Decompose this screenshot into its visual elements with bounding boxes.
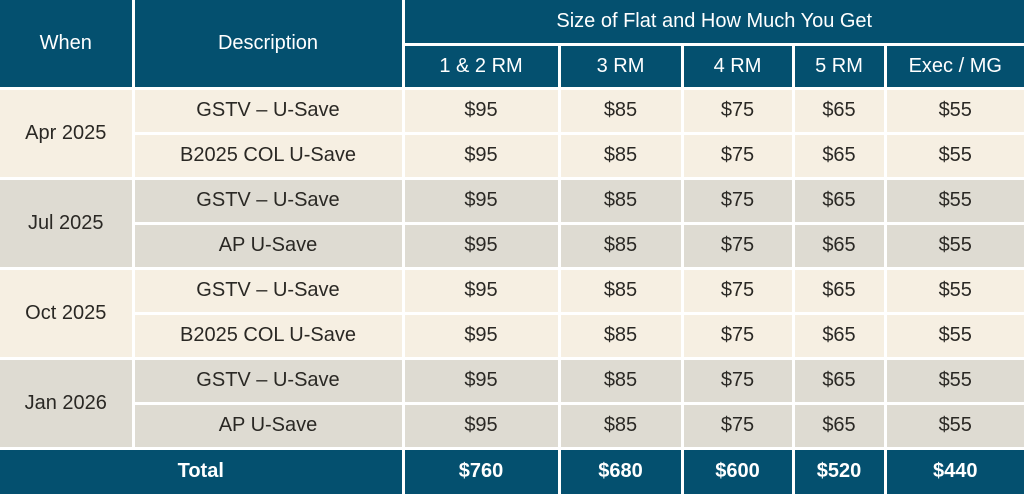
value-cell: $75 <box>680 356 795 405</box>
description-cell: B2025 COL U-Save <box>131 131 405 180</box>
value-cell: $85 <box>557 131 684 180</box>
value-cell: $75 <box>680 86 795 135</box>
value-cell: $65 <box>791 131 887 180</box>
col-header-1-2-rm: 1 & 2 RM <box>401 42 561 90</box>
description-cell: AP U-Save <box>131 221 405 270</box>
total-label: Total <box>0 446 405 494</box>
total-value-cell: $440 <box>883 446 1024 494</box>
value-cell: $85 <box>557 266 684 315</box>
value-cell: $95 <box>401 311 561 360</box>
value-cell: $55 <box>883 176 1024 225</box>
value-cell: $95 <box>401 131 561 180</box>
value-cell: $55 <box>883 356 1024 405</box>
description-cell: B2025 COL U-Save <box>131 311 405 360</box>
description-cell: GSTV – U-Save <box>131 356 405 405</box>
when-cell-apr-2025: Apr 2025 <box>0 86 135 180</box>
col-header-4-rm: 4 RM <box>680 42 795 90</box>
col-header-exec-mg: Exec / MG <box>883 42 1024 90</box>
value-cell: $85 <box>557 86 684 135</box>
value-cell: $65 <box>791 176 887 225</box>
value-cell: $85 <box>557 176 684 225</box>
when-cell-oct-2025: Oct 2025 <box>0 266 135 360</box>
total-value-cell: $520 <box>791 446 887 494</box>
value-cell: $65 <box>791 311 887 360</box>
value-cell: $65 <box>791 401 887 450</box>
value-cell: $55 <box>883 401 1024 450</box>
value-cell: $85 <box>557 401 684 450</box>
description-cell: GSTV – U-Save <box>131 176 405 225</box>
value-cell: $65 <box>791 266 887 315</box>
col-header-description: Description <box>131 0 405 90</box>
col-header-3-rm: 3 RM <box>557 42 684 90</box>
total-value-cell: $680 <box>557 446 684 494</box>
value-cell: $55 <box>883 266 1024 315</box>
value-cell: $75 <box>680 266 795 315</box>
value-cell: $65 <box>791 356 887 405</box>
value-cell: $65 <box>791 86 887 135</box>
value-cell: $65 <box>791 221 887 270</box>
value-cell: $95 <box>401 401 561 450</box>
value-cell: $95 <box>401 176 561 225</box>
value-cell: $95 <box>401 356 561 405</box>
value-cell: $55 <box>883 131 1024 180</box>
value-cell: $95 <box>401 86 561 135</box>
value-cell: $85 <box>557 356 684 405</box>
value-cell: $55 <box>883 221 1024 270</box>
value-cell: $55 <box>883 311 1024 360</box>
col-header-when: When <box>0 0 135 90</box>
value-cell: $75 <box>680 401 795 450</box>
value-cell: $85 <box>557 221 684 270</box>
total-value-cell: $760 <box>401 446 561 494</box>
value-cell: $75 <box>680 311 795 360</box>
description-cell: GSTV – U-Save <box>131 86 405 135</box>
value-cell: $95 <box>401 221 561 270</box>
value-cell: $85 <box>557 311 684 360</box>
value-cell: $95 <box>401 266 561 315</box>
value-cell: $75 <box>680 176 795 225</box>
description-cell: AP U-Save <box>131 401 405 450</box>
col-header-5-rm: 5 RM <box>791 42 887 90</box>
total-value-cell: $600 <box>680 446 795 494</box>
value-cell: $55 <box>883 86 1024 135</box>
when-cell-jan-2026: Jan 2026 <box>0 356 135 450</box>
value-cell: $75 <box>680 131 795 180</box>
when-cell-jul-2025: Jul 2025 <box>0 176 135 270</box>
description-cell: GSTV – U-Save <box>131 266 405 315</box>
group-header-size-of-flat: Size of Flat and How Much You Get <box>401 0 1024 46</box>
value-cell: $75 <box>680 221 795 270</box>
